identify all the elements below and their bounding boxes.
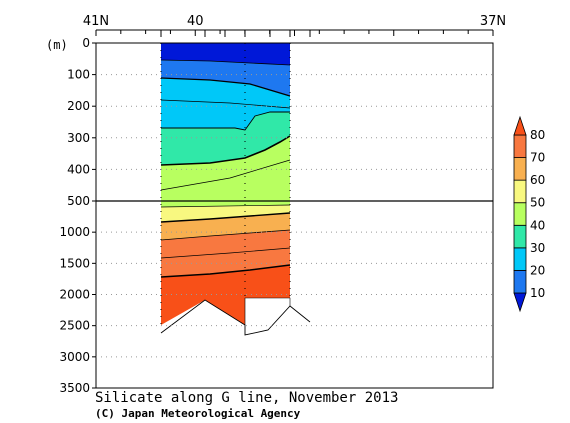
ylabel-upper-3: 300 <box>67 131 90 145</box>
ylabel-lower-6: 3500 <box>59 381 90 395</box>
lat-label-2: 37N <box>480 14 506 29</box>
colorbar-label-70: 70 <box>530 151 545 165</box>
seafloor-step <box>245 298 290 325</box>
colorbar-high-tip <box>514 117 526 135</box>
ylabel-upper-2: 200 <box>67 99 90 113</box>
plot-frame <box>96 43 493 388</box>
colorbar-segment-3 <box>514 225 526 248</box>
colorbar-segment-5 <box>514 180 526 203</box>
colorbar-segment-2 <box>514 248 526 271</box>
ylabel-upper-0: 0 <box>82 36 90 50</box>
colorbar-label-60: 60 <box>530 173 545 187</box>
ylabel-upper-1: 100 <box>67 68 90 82</box>
colorbar-segment-1 <box>514 270 526 293</box>
section-plot <box>161 43 310 335</box>
yaxis-unit-label: (m) <box>46 38 68 52</box>
colorbar-label-10: 10 <box>530 286 545 300</box>
ylabel-lower-5: 3000 <box>59 350 90 364</box>
ylabel-lower-4: 2500 <box>59 319 90 333</box>
colorbar-label-20: 20 <box>530 263 545 277</box>
colorbar-label-50: 50 <box>530 196 545 210</box>
ylabel-lower-3: 2000 <box>59 288 90 302</box>
lat-label-1: 40 <box>187 14 204 29</box>
colorbar-label-30: 30 <box>530 241 545 255</box>
colorbar-label-40: 40 <box>530 218 545 232</box>
colorbar-label-80: 80 <box>530 128 545 142</box>
colorbar-segment-7 <box>514 135 526 158</box>
lat-label-0: 41N <box>83 14 109 29</box>
ylabel-lower-0: 500 <box>67 194 90 208</box>
chart-credit: (C) Japan Meteorological Agency <box>95 407 301 420</box>
ylabel-lower-1: 1000 <box>59 225 90 239</box>
colorbar-segment-4 <box>514 203 526 226</box>
ylabel-lower-2: 1500 <box>59 256 90 270</box>
colorbar-low-tip <box>514 293 526 311</box>
ylabel-upper-4: 400 <box>67 162 90 176</box>
colorbar-segment-6 <box>514 158 526 181</box>
colorbar: 10 20 30 40 50 60 70 80 <box>514 117 545 311</box>
chart-title: Silicate along G line, November 2013 <box>95 390 398 406</box>
